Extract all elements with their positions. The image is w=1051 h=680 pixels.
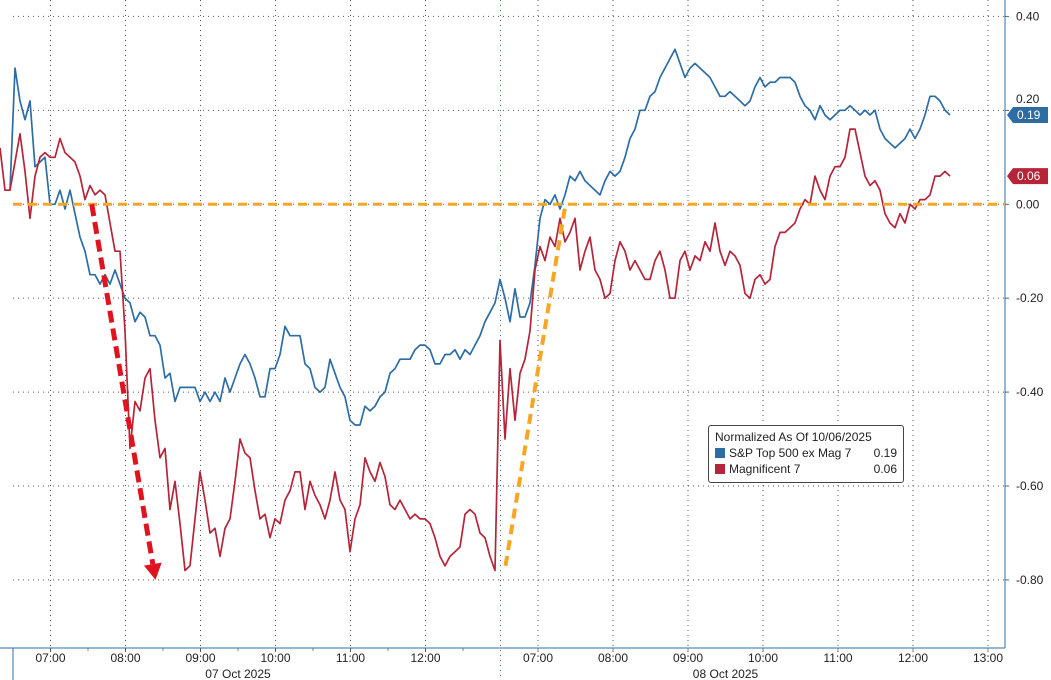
legend-item-sp-top-500: S&P Top 500 ex Mag 7 0.19 xyxy=(715,445,897,461)
x-tick-label: 08:00 xyxy=(598,651,628,665)
y-tick-label: -0.60 xyxy=(1016,479,1044,493)
last-value-label: 0.06 xyxy=(1017,169,1041,183)
annotations xyxy=(13,202,1005,580)
legend-item-magnificent-7: Magnificent 7 0.06 xyxy=(715,461,897,477)
x-tick-label: 10:00 xyxy=(260,651,290,665)
series-lines xyxy=(0,48,951,572)
last-value-tags: 0.19 0.06 xyxy=(1007,107,1048,185)
series-line-sp-top-500 xyxy=(9,48,951,426)
last-value-tag xyxy=(1007,168,1048,185)
x-tick-label: 09:00 xyxy=(185,651,215,665)
x-tick-label: 07:00 xyxy=(523,651,553,665)
y-tick-label: -0.20 xyxy=(1016,291,1044,305)
red-down-arrow-line xyxy=(89,203,156,565)
legend-value: 0.19 xyxy=(873,446,897,460)
date-label: 08 Oct 2025 xyxy=(693,667,759,680)
last-value-tag xyxy=(1007,107,1048,124)
arrow-head-icon xyxy=(143,562,162,580)
x-tick-label: 09:00 xyxy=(673,651,703,665)
last-value-label: 0.19 xyxy=(1017,108,1041,122)
y-tick-label: -0.80 xyxy=(1016,573,1044,587)
x-tick-label: 12:00 xyxy=(410,651,440,665)
x-tick-label: 11:00 xyxy=(336,651,365,665)
date-label: 07 Oct 2025 xyxy=(205,667,271,680)
orange-recovery-line xyxy=(503,203,568,567)
x-tick-label: 13:00 xyxy=(973,651,1003,665)
legend: Normalized As Of 10/06/2025 S&P Top 500 … xyxy=(708,425,904,483)
x-tick-label: 08:00 xyxy=(110,651,140,665)
x-tick-label: 11:00 xyxy=(823,651,852,665)
legend-label: S&P Top 500 ex Mag 7 xyxy=(729,446,852,460)
gridlines xyxy=(13,0,1005,648)
series-line-magnificent-7 xyxy=(0,128,951,572)
legend-title: Normalized As Of 10/06/2025 xyxy=(715,430,872,444)
legend-value: 0.06 xyxy=(873,462,897,476)
x-tick-label: 10:00 xyxy=(748,651,778,665)
y-tick-label: 0.00 xyxy=(1016,197,1040,211)
x-tick-label: 07:00 xyxy=(35,651,65,665)
legend-swatch-red xyxy=(715,464,725,474)
y-tick-label: -0.40 xyxy=(1016,385,1044,399)
legend-label: Magnificent 7 xyxy=(729,462,801,476)
x-tick-label: 12:00 xyxy=(898,651,928,665)
legend-swatch-blue xyxy=(715,448,725,458)
y-tick-label: 0.20 xyxy=(1016,92,1040,106)
y-tick-label: 0.40 xyxy=(1016,9,1040,23)
